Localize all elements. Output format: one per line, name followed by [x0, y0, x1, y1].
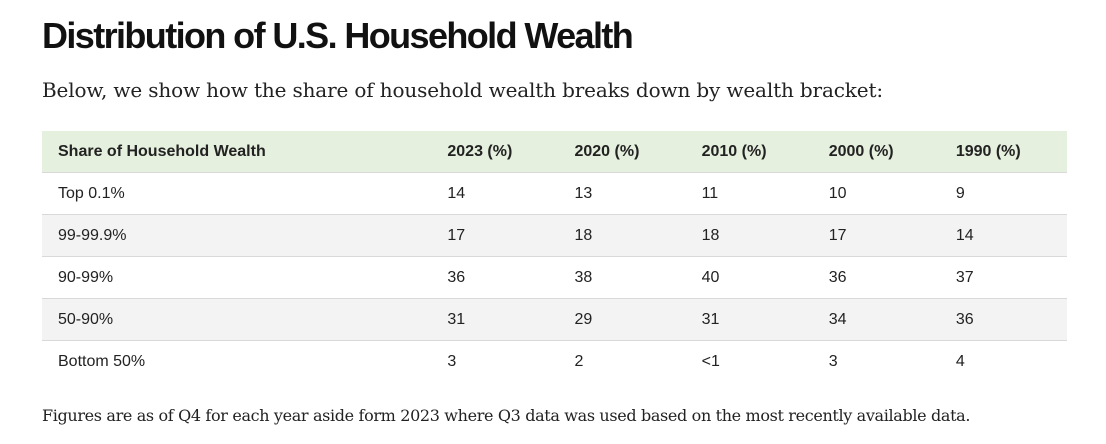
table-cell: 36 [955, 310, 974, 328]
table-cell: 36 [828, 268, 847, 286]
table-cell: 3 [447, 352, 457, 370]
table-cell: 17 [447, 226, 466, 244]
row-label: Top 0.1% [58, 184, 125, 202]
header-1990: 1990 (%) [939, 131, 1067, 173]
table-cell: 14 [955, 226, 974, 244]
footnote: Figures are as of Q4 for each year aside… [42, 406, 971, 425]
table-cell: 2 [574, 352, 584, 370]
header-2000: 2000 (%) [812, 131, 940, 173]
table-cell: <1 [701, 352, 720, 370]
header-2020: 2020 (%) [558, 131, 686, 173]
table-cell: 40 [701, 268, 720, 286]
table-cell: 11 [701, 184, 719, 202]
intro-paragraph: Below, we show how the share of househol… [42, 78, 883, 102]
table-cell: 34 [828, 310, 847, 328]
table-cell: 3 [828, 352, 838, 370]
table-cell: 29 [574, 310, 593, 328]
table-cell: 31 [447, 310, 466, 328]
table-row: 90-99% 36 38 40 36 37 [42, 256, 1067, 299]
table-cell: 36 [447, 268, 466, 286]
header-2010: 2010 (%) [685, 131, 813, 173]
table-cell: 10 [828, 184, 847, 202]
table-cell: 13 [574, 184, 593, 202]
table-cell: 17 [828, 226, 847, 244]
table-row: 50-90% 31 29 31 34 36 [42, 298, 1067, 341]
table-cell: 4 [955, 352, 965, 370]
row-label: 50-90% [58, 310, 114, 328]
header-2023: 2023 (%) [431, 131, 559, 173]
table-cell: 9 [955, 184, 965, 202]
wealth-distribution-table: Share of Household Wealth 2023 (%) 2020 … [42, 131, 1067, 382]
row-label: 90-99% [58, 268, 114, 286]
table-header-row: Share of Household Wealth 2023 (%) 2020 … [42, 131, 1067, 173]
table-cell: 14 [447, 184, 466, 202]
table-row: 99-99.9% 17 18 18 17 14 [42, 214, 1067, 257]
page-title: Distribution of U.S. Household Wealth [42, 15, 634, 56]
table-cell: 37 [955, 268, 974, 286]
table-cell: 38 [574, 268, 593, 286]
table-row: Bottom 50% 3 2 <1 3 4 [42, 340, 1067, 382]
table-row: Top 0.1% 14 13 11 10 9 [42, 172, 1067, 215]
table-cell: 18 [574, 226, 593, 244]
table-cell: 31 [701, 310, 720, 328]
row-label: 99-99.9% [58, 226, 127, 244]
row-label: Bottom 50% [58, 352, 146, 370]
table-cell: 18 [701, 226, 720, 244]
header-share-of-wealth: Share of Household Wealth [42, 131, 432, 173]
